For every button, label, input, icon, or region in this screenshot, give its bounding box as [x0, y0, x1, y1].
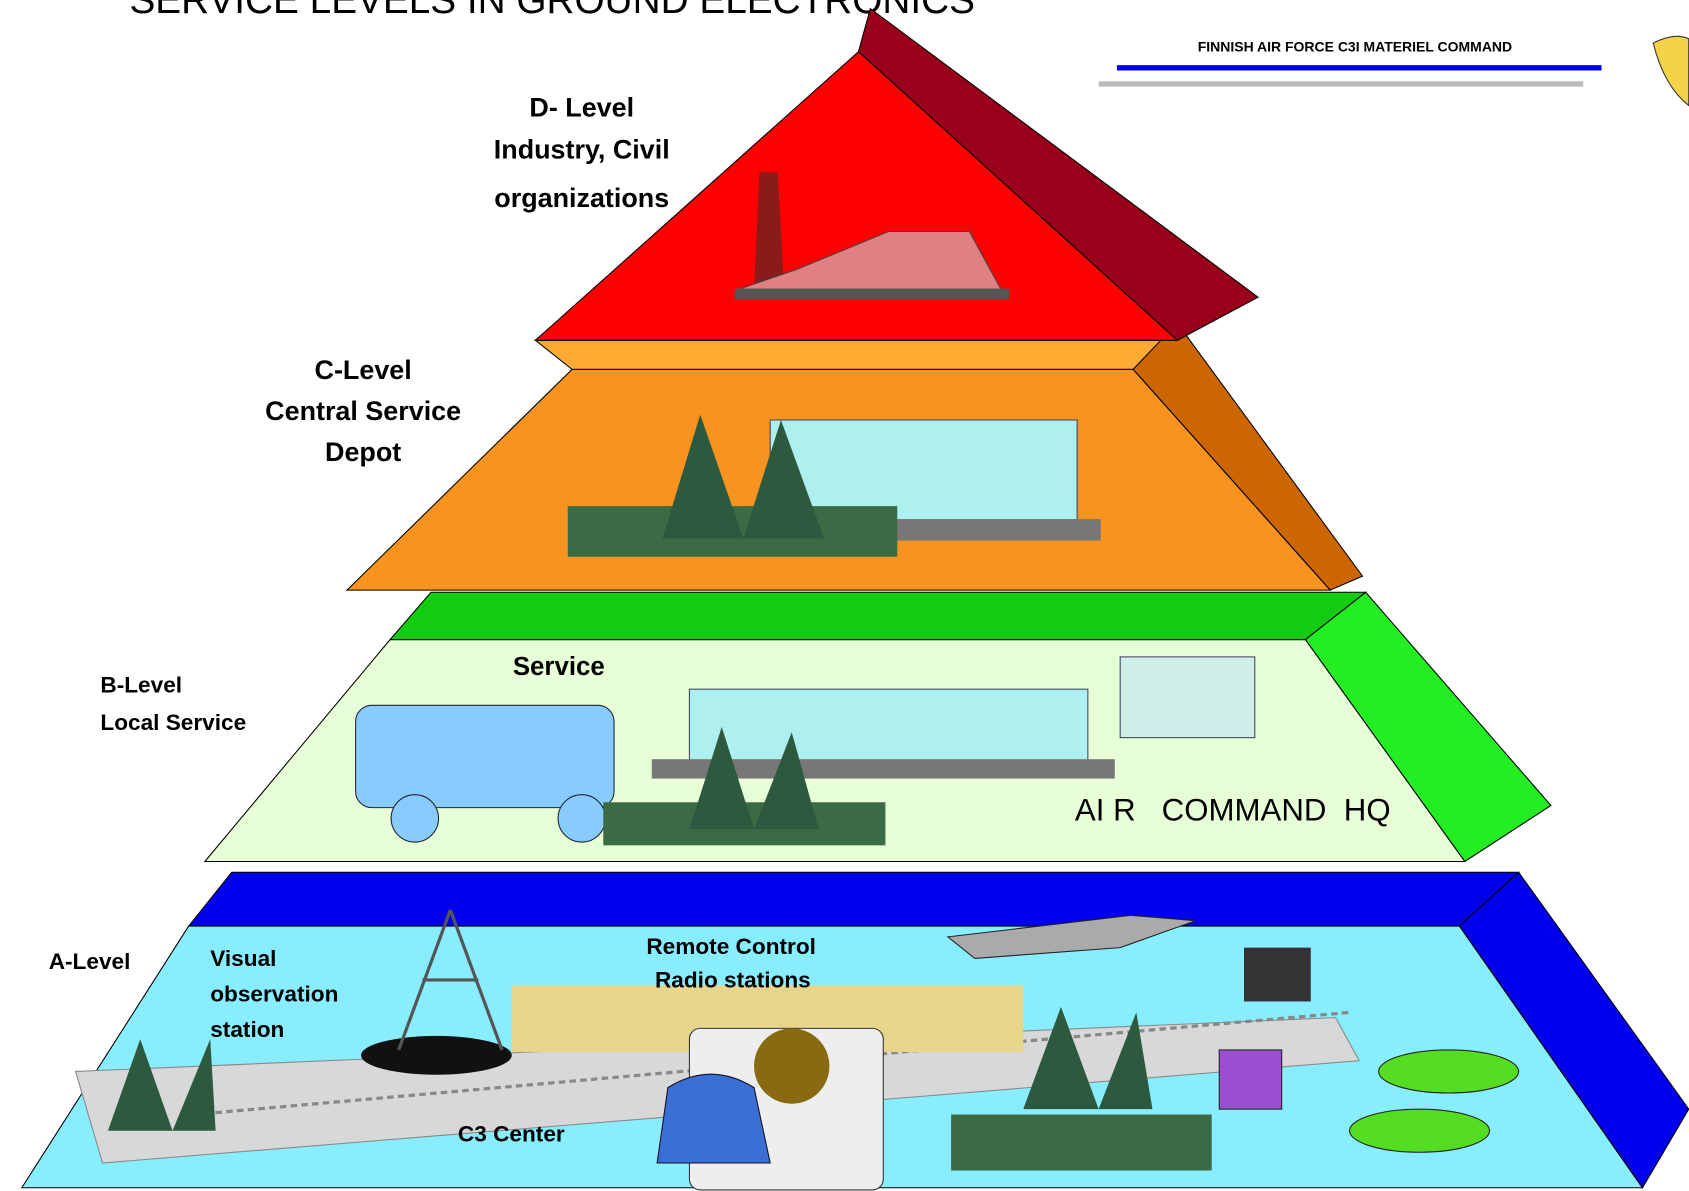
label: C3 Center [458, 1121, 565, 1146]
label: Remote Control [646, 934, 816, 959]
level-a-top [189, 872, 1519, 926]
tower-base [361, 1036, 512, 1075]
level-label: B-Level [100, 672, 182, 697]
label: organizations [494, 183, 669, 213]
van-wheel [391, 795, 438, 842]
label: station [210, 1017, 284, 1042]
label: AI R COMMAND HQ [1075, 793, 1391, 828]
label: Radio stations [655, 967, 811, 992]
body: SERVICE LEVELS IN GROUND ELECTRONICS FIN… [0, 0, 1689, 1191]
operator [657, 1074, 770, 1163]
label: Central Service [265, 396, 461, 426]
label: Visual [210, 946, 276, 971]
radar-screen [754, 1028, 829, 1103]
hq-building [1120, 657, 1255, 738]
depot-building [689, 689, 1087, 764]
hedge [951, 1115, 1212, 1171]
page: Service levels {"title": "SERVICE LEVELS… [0, 0, 1689, 1191]
helicopter [1350, 1109, 1490, 1152]
van [356, 705, 614, 807]
emblem [1653, 36, 1689, 105]
control-tower [1244, 948, 1311, 1002]
label: Industry, Civil [494, 134, 670, 164]
van-wheel [558, 795, 605, 842]
factory-base [735, 289, 1010, 300]
slide-title: SERVICE LEVELS IN GROUND ELECTRONICS [129, 0, 975, 22]
helicopter [1379, 1050, 1519, 1093]
organization: FINNISH AIR FORCE C3I MATERIEL COMMAND [1198, 39, 1512, 55]
level-label: A-Level [49, 949, 131, 974]
label: Service [513, 653, 605, 681]
level-label: C-Level [315, 355, 412, 385]
label: observation [210, 981, 338, 1006]
control-tower-base [1219, 1050, 1281, 1109]
label: Local Service [100, 710, 246, 735]
label: Depot [325, 437, 401, 467]
slide: SERVICE LEVELS IN GROUND ELECTRONICS FIN… [0, 0, 1689, 1191]
level-b-top [390, 592, 1366, 639]
level-label: D- Level [529, 92, 634, 122]
level-c-top [535, 340, 1177, 369]
